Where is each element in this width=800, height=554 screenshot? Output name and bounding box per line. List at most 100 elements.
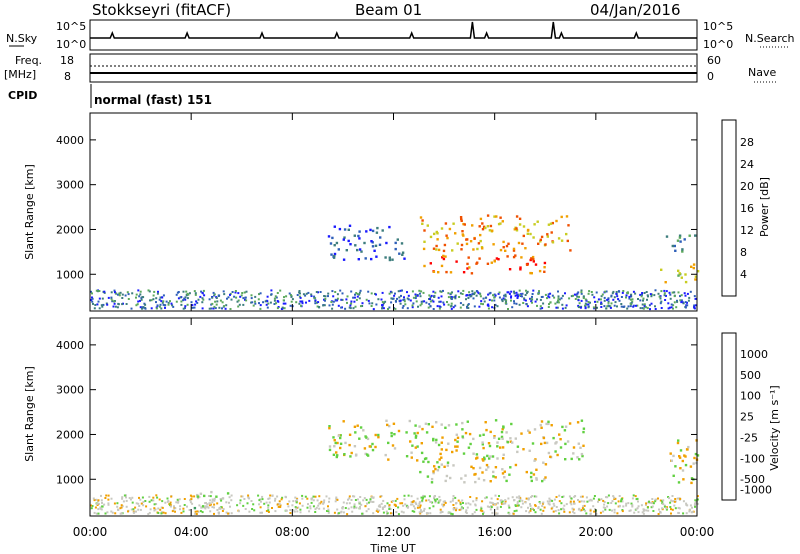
scatter-cell	[604, 290, 607, 293]
scatter-cell	[372, 308, 375, 311]
echo-cell	[533, 223, 536, 226]
scatter-cell	[455, 507, 458, 510]
scatter-cell	[433, 498, 436, 501]
scatter-cell	[449, 511, 452, 514]
scatter-cell	[111, 299, 114, 302]
scatter-cell	[149, 299, 151, 302]
scatter-cell	[546, 500, 549, 503]
scatter-cell	[477, 292, 480, 295]
scatter-cell	[158, 298, 161, 301]
scatter-cell	[164, 512, 167, 515]
scatter-cell	[631, 505, 634, 508]
scatter-cell	[515, 496, 518, 499]
scatter-cell	[588, 290, 591, 293]
echo-cell	[444, 255, 447, 258]
scatter-cell	[411, 503, 414, 506]
scatter-cell	[513, 300, 515, 303]
scatter-cell	[316, 301, 318, 304]
scatter-cell	[599, 298, 602, 301]
echo-cell	[508, 268, 512, 271]
power-ylabel: Slant Range [km]	[23, 164, 36, 260]
echo-cell	[478, 466, 482, 470]
scatter-cell	[541, 505, 544, 507]
scatter-cell	[117, 508, 119, 511]
echo-cell	[531, 442, 535, 445]
scatter-cell	[138, 505, 141, 507]
scatter-cell	[539, 298, 542, 301]
scatter-cell	[201, 511, 204, 514]
scatter-cell	[589, 512, 592, 515]
scatter-cell	[531, 495, 534, 497]
echo-cell	[516, 445, 520, 448]
scatter-cell	[341, 292, 344, 295]
scatter-cell	[165, 300, 168, 303]
scatter-cell	[392, 297, 395, 300]
scatter-cell	[353, 507, 356, 510]
scatter-cell	[267, 509, 270, 512]
scatter-cell	[613, 496, 616, 499]
scatter-cell	[473, 305, 476, 308]
scatter-cell	[447, 511, 450, 514]
scatter-cell	[647, 295, 649, 298]
echo-cell	[484, 421, 487, 424]
scatter-cell	[458, 296, 461, 298]
scatter-cell	[201, 307, 204, 310]
echo-cell	[437, 443, 441, 447]
echo-cell	[486, 214, 490, 217]
echo-cell	[460, 248, 463, 251]
scatter-cell	[468, 291, 471, 294]
echo-cell	[442, 254, 445, 258]
echo-cell	[539, 423, 542, 427]
scatter-cell	[350, 300, 353, 303]
scatter-cell	[496, 506, 499, 509]
scatter-cell	[199, 510, 202, 513]
scatter-cell	[388, 504, 391, 507]
echo-cell	[513, 228, 516, 231]
scatter-cell	[289, 304, 292, 307]
scatter-cell	[485, 296, 488, 299]
scatter-cell	[441, 511, 444, 513]
scatter-cell	[452, 495, 455, 497]
scatter-cell	[130, 508, 133, 511]
scatter-cell	[471, 290, 474, 293]
scatter-cell	[440, 290, 443, 293]
scatter-cell	[264, 300, 267, 303]
scatter-cell	[516, 502, 519, 505]
x-tick-label: 00:00	[73, 525, 108, 539]
scatter-cell	[487, 307, 490, 310]
scatter-cell	[607, 300, 610, 303]
scatter-cell	[525, 510, 528, 513]
echo-cell	[577, 442, 580, 445]
scatter-cell	[518, 303, 521, 306]
scatter-cell	[365, 298, 368, 301]
scatter-cell	[607, 301, 610, 304]
scatter-cell	[613, 296, 616, 299]
scatter-cell	[177, 501, 180, 504]
echo-cell	[540, 235, 544, 239]
scatter-cell	[279, 506, 282, 508]
scatter-cell	[140, 502, 143, 505]
scatter-cell	[335, 496, 338, 499]
scatter-cell	[340, 306, 343, 309]
scatter-cell	[419, 295, 422, 298]
scatter-cell	[93, 499, 96, 502]
scatter-cell	[382, 307, 385, 310]
echo-cell	[497, 258, 500, 261]
scatter-cell	[131, 501, 134, 504]
echo-cell	[459, 216, 463, 219]
echo-cell	[687, 445, 690, 449]
scatter-cell	[183, 297, 186, 300]
scatter-cell	[261, 511, 263, 514]
scatter-cell	[588, 499, 591, 502]
scatter-cell	[195, 300, 198, 303]
scatter-cell	[301, 302, 304, 305]
scatter-cell	[378, 504, 381, 507]
scatter-cell	[122, 500, 125, 503]
scatter-cell	[557, 290, 559, 293]
echo-cell	[416, 445, 419, 448]
scatter-cell	[636, 507, 639, 510]
echo-cell	[694, 278, 697, 281]
scatter-cell	[626, 292, 629, 295]
scatter-cell	[194, 512, 197, 515]
scatter-cell	[117, 303, 120, 306]
